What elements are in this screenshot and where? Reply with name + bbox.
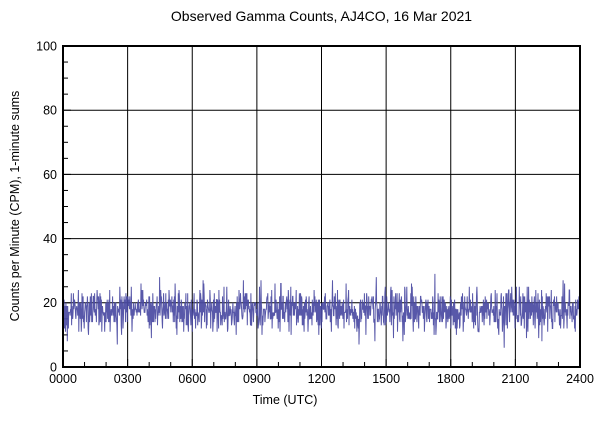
y-tick-label: 60 (43, 168, 57, 182)
chart-title: Observed Gamma Counts, AJ4CO, 16 Mar 202… (170, 8, 473, 24)
y-tick-label: 80 (43, 104, 57, 118)
y-tick-label: 40 (43, 232, 57, 246)
gamma-counts-series (62, 273, 581, 348)
x-tick-label: 2400 (566, 372, 594, 386)
y-tick-label: 20 (43, 296, 57, 310)
x-tick-label: 1500 (372, 372, 400, 386)
x-tick-label: 0900 (243, 372, 271, 386)
x-tick-label: 1200 (308, 372, 336, 386)
x-tick-label: 1800 (437, 372, 465, 386)
y-tick-label: 0 (50, 360, 57, 374)
x-tick-label: 2100 (501, 372, 529, 386)
x-tick-label: 0600 (178, 372, 206, 386)
y-tick-label: 100 (36, 39, 57, 53)
x-tick-label: 0000 (49, 372, 77, 386)
x-tick-label: 0300 (114, 372, 142, 386)
plot-frame (62, 45, 581, 368)
x-axis-label: Time (UTC) (252, 393, 318, 407)
